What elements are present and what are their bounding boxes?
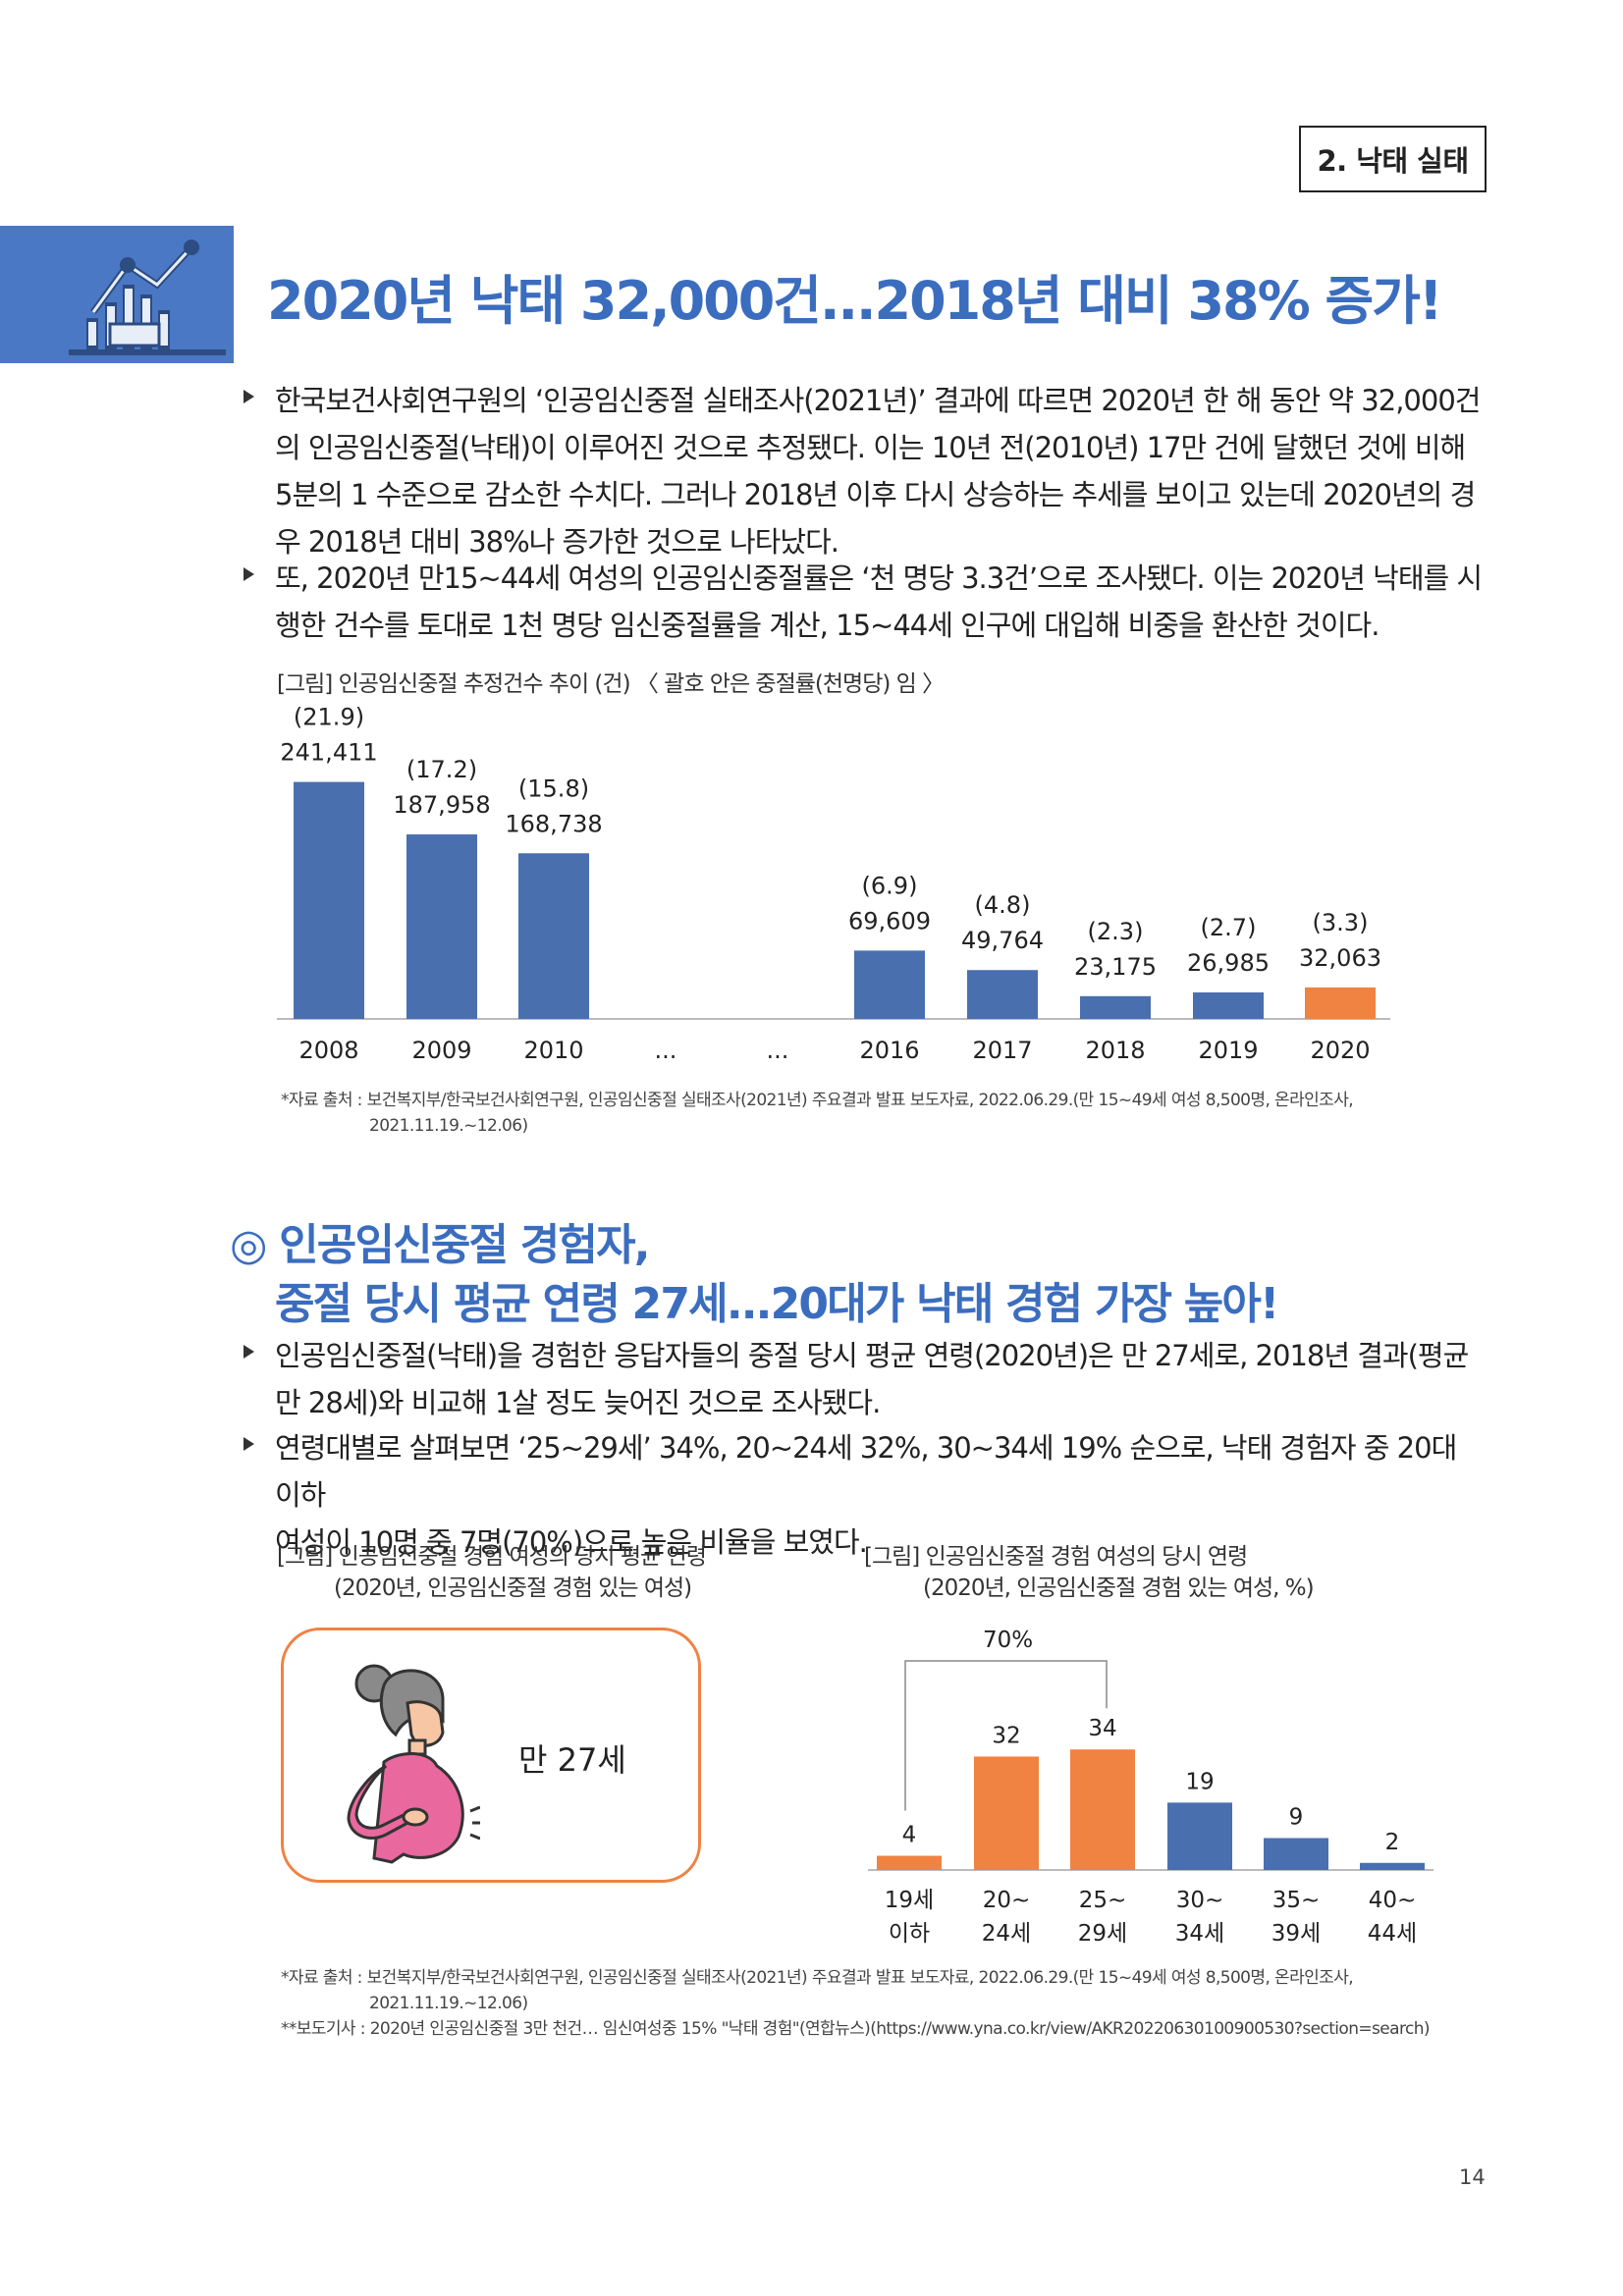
x-tick-label: 39세 [1271, 1921, 1321, 1947]
x-tick-label: ... [767, 1037, 789, 1064]
bar [854, 950, 925, 1019]
paragraph-4: 연령대별로 살펴보면 ‘25~29세’ 34%, 20~24세 32%, 30~… [275, 1431, 1457, 1559]
value-label: 32,063 [1299, 944, 1381, 972]
value-label: 187,958 [393, 791, 490, 819]
bullet-icon [243, 1437, 254, 1451]
bracket-label: 70% [983, 1628, 1033, 1653]
average-age-box [281, 1628, 701, 1883]
x-tick-label: 2008 [298, 1037, 358, 1064]
rate-label: (2.3) [1088, 918, 1144, 945]
main-heading: 2020년 낙태 32,000건...2018년 대비 38% 증가! [267, 270, 1443, 332]
x-tick-label: 44세 [1368, 1921, 1417, 1947]
x-tick-label: 19세 [885, 1888, 934, 1913]
figure-2-caption: [그림] 인공임신중절 경험 여성의 당시 평균 연령 [277, 1544, 707, 1570]
bar [1070, 1749, 1135, 1870]
bar [1264, 1838, 1328, 1870]
x-tick-label: 2020 [1310, 1037, 1370, 1064]
page-number: 14 [1459, 2165, 1486, 2189]
bar [294, 781, 364, 1019]
bar [1305, 987, 1376, 1019]
section-heading-2-line2: 중절 당시 평균 연령 27세...20대가 낙태 경험 가장 높아! [275, 1279, 1279, 1329]
rate-label: (6.9) [862, 872, 918, 899]
bar [877, 1855, 942, 1870]
bar [518, 853, 589, 1019]
paragraph-3: 인공임신중절(낙태)을 경험한 응답자들의 중절 당시 평균 연령(2020년)… [275, 1339, 1469, 1419]
pregnant-woman-icon [347, 1664, 480, 1864]
x-tick-label: 35~ [1272, 1888, 1321, 1913]
bracket-line [904, 1660, 1108, 1811]
x-tick-label: 24세 [982, 1921, 1031, 1947]
x-tick-label: 2018 [1085, 1037, 1145, 1064]
figure-1-source: *자료 출처 : 보건복지부/한국보건사회연구원, 인공임신중절 실태조사(20… [281, 1091, 1354, 1136]
bar [1167, 1802, 1232, 1870]
x-tick-label: 40~ [1369, 1888, 1417, 1913]
bar [1360, 1862, 1425, 1870]
value-label: 19 [1185, 1769, 1214, 1794]
figure-3-subcaption: (2020년, 인공임신중절 경험 있는 여성, %) [923, 1575, 1315, 1601]
x-tick-label: 이하 [889, 1921, 930, 1947]
bar [406, 834, 477, 1019]
figure-2-subcaption: (2020년, 인공임신중절 경험 있는 여성) [334, 1575, 692, 1601]
x-tick-label: 30~ [1176, 1888, 1224, 1913]
analytics-chart-icon [0, 226, 234, 363]
bottom-sources: *자료 출처 : 보건복지부/한국보건사회연구원, 인공임신중절 실태조사(20… [281, 1968, 1431, 2039]
x-tick-label: 20~ [983, 1888, 1031, 1913]
bullet-icon [243, 567, 254, 581]
rate-label: (15.8) [518, 774, 589, 802]
value-label: 69,609 [848, 907, 931, 934]
bar [1080, 995, 1151, 1019]
x-tick-label: ... [655, 1037, 677, 1064]
x-tick-label: 29세 [1078, 1921, 1127, 1947]
bar [974, 1756, 1039, 1870]
x-tick-label: 2016 [859, 1037, 919, 1064]
rate-label: (3.3) [1313, 909, 1369, 936]
x-tick-label: 25~ [1079, 1888, 1127, 1913]
bar [1193, 992, 1264, 1019]
bullet-icon [243, 1345, 254, 1359]
value-label: 34 [1088, 1716, 1116, 1741]
figure-3-caption: [그림] 인공임신중절 경험 여성의 당시 연령 [864, 1544, 1248, 1570]
average-age-value: 만 27세 [518, 1741, 626, 1779]
value-label: 23,175 [1074, 953, 1157, 981]
value-label: 241,411 [280, 739, 377, 767]
value-label: 26,985 [1187, 949, 1270, 977]
value-label: 4 [902, 1823, 917, 1848]
value-label: 49,764 [961, 927, 1044, 954]
section-heading-2-line1: ◎ 인공임신중절 경험자, [230, 1220, 650, 1270]
x-tick-label: 2017 [972, 1037, 1032, 1064]
paragraph-1: 한국보건사회연구원의 ‘인공임신중절 실태조사(2021년)’ 결과에 따르면 … [275, 384, 1481, 559]
value-label: 168,738 [505, 810, 602, 837]
x-tick-label: 2019 [1198, 1037, 1258, 1064]
value-label: 2 [1385, 1830, 1400, 1855]
x-tick-label: 2010 [523, 1037, 583, 1064]
x-tick-label: 2009 [411, 1037, 471, 1064]
x-tick-label: 34세 [1175, 1921, 1224, 1947]
rate-label: (2.7) [1201, 914, 1257, 941]
figure-1-caption: [그림] 인공임신중절 추정건수 추이 (건) 〈 괄호 안은 중절률(천명당)… [277, 671, 945, 697]
value-label: 9 [1289, 1805, 1304, 1831]
value-label: 32 [992, 1723, 1020, 1748]
bullet-icon [243, 390, 254, 403]
rate-label: (17.2) [406, 756, 477, 783]
section-tag: 2. 낙태 실태 [1299, 126, 1487, 192]
bar [967, 970, 1038, 1019]
rate-label: (21.9) [294, 707, 364, 731]
rate-label: (4.8) [975, 891, 1031, 919]
abortion-trend-bar-chart: 2008 241,411 (21.9) 2009 187,958 (17.2) 2010 16… [277, 707, 1390, 1064]
paragraph-2: 또, 2020년 만15~44세 여성의 인공임신중절률은 ‘천 명당 3.3건… [275, 561, 1483, 642]
